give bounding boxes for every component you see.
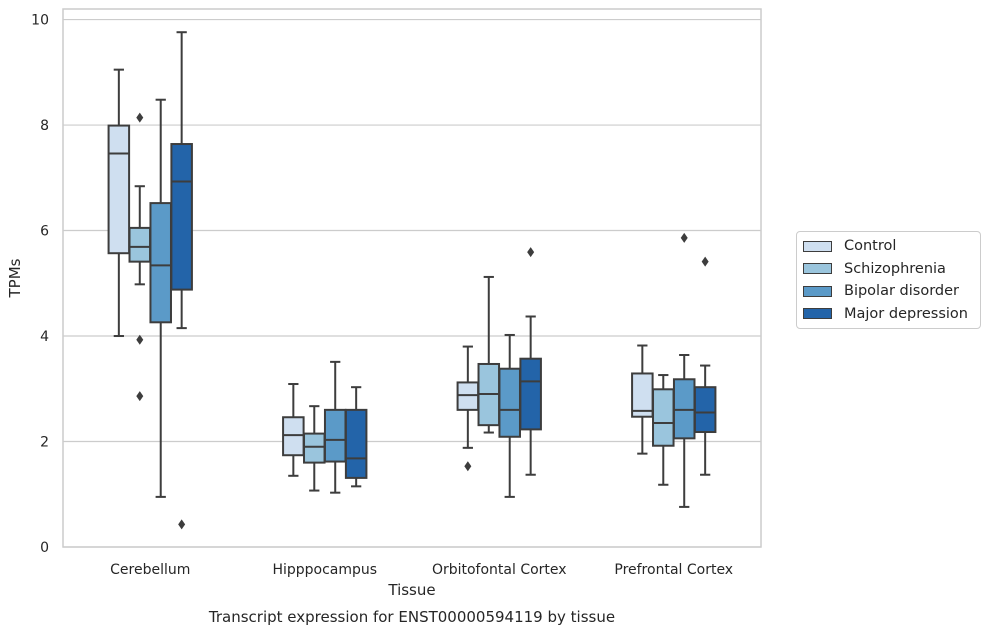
- y-tick-label: 0: [40, 540, 49, 556]
- outlier-point: [136, 334, 144, 345]
- legend-swatch-schizophrenia: [803, 263, 832, 275]
- box-2-0: [149, 98, 172, 498]
- box: [303, 432, 326, 464]
- box: [498, 367, 521, 438]
- box: [282, 416, 305, 457]
- legend-item-schizophrenia: Schizophrenia: [797, 258, 980, 281]
- y-axis-label: TPMs: [6, 258, 24, 298]
- box: [693, 386, 717, 434]
- y-tick-label: 4: [40, 329, 49, 345]
- y-tick-label: 2: [40, 435, 49, 451]
- outlier-point: [464, 461, 472, 472]
- legend-swatch-control: [803, 240, 832, 252]
- box-0-2: [456, 345, 480, 472]
- legend-item-control: Control: [797, 235, 980, 258]
- outlier-point: [527, 247, 535, 258]
- chart-title: Transcript expression for ENST0000059411…: [208, 608, 615, 626]
- box-3-0: [170, 31, 193, 530]
- outlier-point: [136, 112, 144, 123]
- y-tick-label: 10: [31, 13, 49, 29]
- outlier-point: [701, 256, 709, 267]
- x-tick-label: Prefrontal Cortex: [614, 562, 733, 578]
- box: [456, 381, 480, 411]
- box-0-0: [107, 68, 131, 338]
- legend-swatch-bipolar-disorder: [803, 285, 832, 297]
- box-1-1: [303, 405, 326, 492]
- box-0-1: [282, 383, 305, 477]
- box: [323, 408, 347, 463]
- box-3-1: [344, 386, 368, 488]
- box: [652, 388, 675, 447]
- box: [672, 378, 696, 440]
- legend-label: Major depression: [844, 305, 968, 322]
- box-2-3: [672, 232, 696, 508]
- legend-item-major-depression: Major depression: [797, 303, 980, 326]
- legend-swatch-major-depression: [803, 308, 832, 320]
- box: [170, 143, 193, 291]
- x-tick-label: Cerebellum: [110, 562, 190, 578]
- box: [149, 202, 172, 324]
- box-1-0: [128, 112, 152, 402]
- y-tick-label: 8: [40, 118, 49, 134]
- box: [519, 357, 542, 431]
- box-0-3: [631, 344, 654, 455]
- box: [107, 124, 131, 255]
- legend: Control Schizophrenia Bipolar disorder M…: [796, 231, 981, 329]
- outlier-point: [136, 391, 144, 402]
- box: [344, 408, 368, 479]
- legend-label: Bipolar disorder: [844, 283, 959, 300]
- box-2-1: [323, 360, 347, 494]
- outlier-point: [680, 232, 688, 243]
- box-1-3: [652, 374, 675, 486]
- outlier-point: [178, 519, 186, 530]
- box-3-3: [693, 256, 717, 476]
- x-tick-label: Orbitofontal Cortex: [432, 562, 567, 578]
- plot-frame: [62, 8, 762, 548]
- y-tick-label: 6: [40, 224, 49, 240]
- box: [128, 226, 152, 263]
- box-2-2: [498, 333, 521, 498]
- legend-label: Control: [844, 238, 897, 255]
- x-tick-label: Hipppocampus: [272, 562, 377, 578]
- legend-label: Schizophrenia: [844, 260, 946, 277]
- box-3-2: [519, 247, 542, 476]
- legend-item-bipolar-disorder: Bipolar disorder: [797, 280, 980, 303]
- box-1-2: [477, 275, 501, 434]
- x-axis-label: Tissue: [387, 581, 435, 599]
